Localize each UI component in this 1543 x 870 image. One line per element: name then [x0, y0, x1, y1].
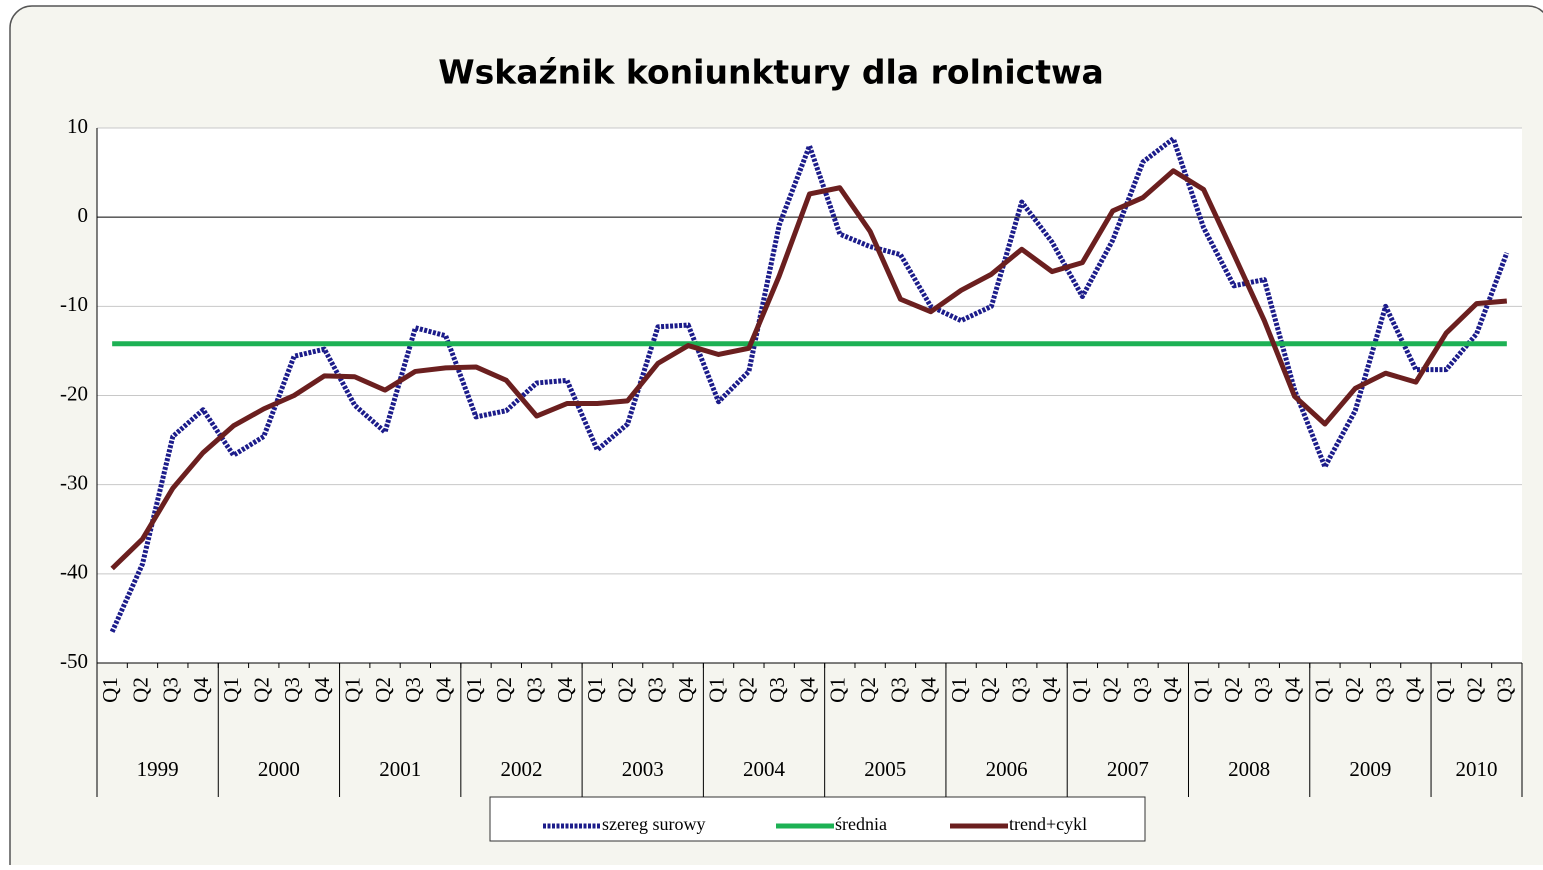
x-tick-label: Q2: [128, 677, 152, 703]
x-tick-label: Q3: [522, 677, 546, 703]
group-label: 2008: [1228, 757, 1270, 781]
x-tick-label: Q3: [401, 677, 425, 703]
group-label: 2006: [986, 757, 1028, 781]
x-tick-label: Q3: [1008, 677, 1032, 703]
x-tick-label: Q1: [219, 677, 243, 703]
x-tick-label: Q1: [704, 677, 728, 703]
x-tick-label: Q2: [371, 677, 395, 703]
y-tick-label: -30: [60, 470, 88, 494]
x-tick-label: Q3: [1250, 677, 1274, 703]
x-tick-label: Q2: [856, 677, 880, 703]
x-tick-label: Q1: [1311, 677, 1335, 703]
x-tick-label: Q4: [917, 677, 941, 703]
group-label: 2000: [258, 757, 300, 781]
x-tick-label: Q3: [644, 677, 668, 703]
x-tick-label: Q4: [674, 677, 698, 703]
y-tick-label: 0: [78, 203, 89, 227]
x-tick-label: Q1: [341, 677, 365, 703]
x-tick-label: Q1: [947, 677, 971, 703]
x-tick-label: Q2: [250, 677, 274, 703]
legend-label: szereg surowy: [602, 814, 705, 834]
y-tick-label: -10: [60, 292, 88, 316]
x-tick-label: Q4: [1280, 677, 1304, 703]
y-tick-label: -40: [60, 560, 88, 584]
legend-label: średnia: [835, 814, 887, 834]
y-tick-label: -50: [60, 649, 88, 673]
x-tick-label: Q3: [886, 677, 910, 703]
group-label: 2007: [1107, 757, 1149, 781]
x-tick-label: Q3: [1493, 677, 1517, 703]
x-tick-label: Q2: [492, 677, 516, 703]
x-tick-label: Q3: [1371, 677, 1395, 703]
x-tick-label: Q3: [765, 677, 789, 703]
group-label: 1999: [137, 757, 179, 781]
group-label: 2003: [622, 757, 664, 781]
x-tick-label: Q4: [1038, 677, 1062, 703]
x-tick-label: Q1: [583, 677, 607, 703]
group-label: 2001: [379, 757, 421, 781]
x-tick-label: Q4: [1402, 677, 1426, 703]
x-tick-label: Q1: [1432, 677, 1456, 703]
x-tick-label: Q3: [280, 677, 304, 703]
x-tick-label: Q3: [1129, 677, 1153, 703]
x-tick-label: Q4: [553, 677, 577, 703]
group-label: 2010: [1456, 757, 1498, 781]
x-tick-label: Q4: [310, 677, 334, 703]
x-tick-label: Q4: [795, 677, 819, 703]
y-tick-label: -20: [60, 381, 88, 405]
x-tick-label: Q1: [1068, 677, 1092, 703]
x-tick-label: Q1: [826, 677, 850, 703]
x-tick-label: Q4: [431, 677, 455, 703]
group-label: 2009: [1349, 757, 1391, 781]
x-tick-label: Q1: [1189, 677, 1213, 703]
y-tick-label: 10: [67, 114, 88, 138]
series-line: [110, 168, 1508, 571]
legend-label: trend+cykl: [1009, 814, 1087, 834]
legend: [489, 796, 1146, 842]
x-tick-label: Q2: [1341, 677, 1365, 703]
x-tick-label: Q3: [159, 677, 183, 703]
x-tick-label: Q2: [1099, 677, 1123, 703]
group-label: 2004: [743, 757, 786, 781]
series-line: [109, 136, 1510, 633]
x-tick-label: Q2: [613, 677, 637, 703]
x-tick-label: Q2: [1220, 677, 1244, 703]
x-tick-label: Q2: [1462, 677, 1486, 703]
chart-title: Wskaźnik koniunktury dla rolnictwa: [438, 53, 1104, 92]
x-tick-label: Q4: [189, 677, 213, 703]
x-tick-label: Q1: [98, 677, 122, 703]
group-label: 2002: [500, 757, 542, 781]
x-tick-label: Q2: [977, 677, 1001, 703]
x-tick-label: Q1: [462, 677, 486, 703]
group-label: 2005: [864, 757, 906, 781]
x-tick-label: Q4: [1159, 677, 1183, 703]
x-tick-label: Q2: [735, 677, 759, 703]
